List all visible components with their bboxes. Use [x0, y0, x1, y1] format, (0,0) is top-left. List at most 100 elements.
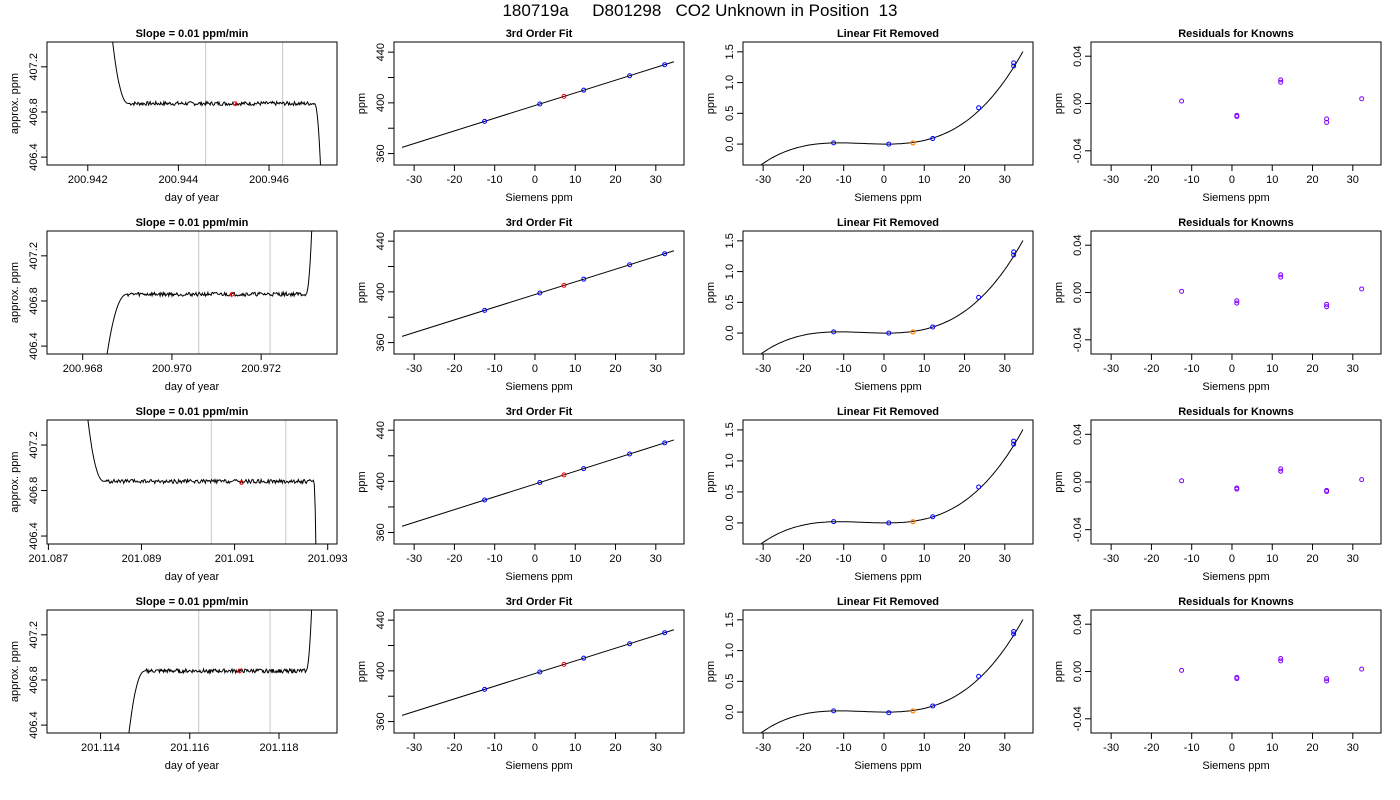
residual-point	[1278, 272, 1284, 278]
plot-frame	[393, 230, 685, 355]
known-point	[482, 307, 488, 313]
x-tick-label: -10	[1184, 174, 1200, 186]
y-axis-label: ppm	[705, 661, 717, 682]
x-axis-label: Siemens ppm	[505, 192, 572, 204]
x-tick-label: 20	[958, 742, 970, 754]
plot-area	[112, 42, 321, 165]
panel-title: Residuals for Knowns	[1178, 217, 1294, 229]
known-point	[482, 686, 488, 692]
residual-point	[1324, 304, 1330, 310]
panel-r4-c3: Linear Fit Removed Siemens ppm ppm -30 -20 -1…	[705, 596, 1034, 772]
known-point	[537, 290, 543, 296]
residual-point	[1179, 98, 1185, 104]
unknown-marker	[232, 101, 238, 106]
residual-point	[1179, 288, 1185, 294]
x-tick-label: -30	[1103, 553, 1119, 565]
fit-curve	[759, 429, 1024, 544]
y-tick-label: 406.8	[28, 98, 40, 126]
residual-point	[1359, 96, 1365, 102]
residual-point	[1278, 274, 1284, 280]
y-tick-label: 440	[375, 43, 387, 61]
unknown-point	[561, 472, 567, 478]
x-tick-label: 201.093	[308, 553, 348, 565]
known-point	[627, 451, 633, 457]
residual-point	[1324, 676, 1330, 682]
unknown-point	[910, 140, 916, 146]
x-tick-label: -20	[1143, 742, 1159, 754]
panel-title: Linear Fit Removed	[837, 596, 939, 608]
known-point	[1011, 252, 1017, 258]
plot-frame	[46, 609, 338, 734]
residual-point	[1324, 116, 1330, 122]
panel-r1-c1: Slope = 0.01 ppm/min day of year approx. p…	[9, 28, 338, 204]
y-tick-label: 407.2	[28, 53, 40, 81]
fit-curve	[759, 619, 1024, 733]
panel-r2-c1: Slope = 0.01 ppm/min day of year approx. p…	[9, 217, 338, 393]
x-tick-label: -10	[836, 174, 852, 186]
panel-title: Residuals for Knowns	[1178, 406, 1294, 418]
x-tick-label: -10	[487, 174, 503, 186]
plot-frame	[393, 419, 685, 545]
residual-point	[1324, 301, 1330, 307]
residual-point	[1278, 468, 1284, 474]
x-tick-label: -10	[836, 742, 852, 754]
known-point	[886, 330, 892, 336]
x-tick-label: 30	[650, 174, 662, 186]
y-tick-label: 0.04	[1072, 613, 1084, 634]
known-point	[976, 673, 982, 679]
residual-point	[1278, 77, 1284, 83]
y-axis-label: approx. ppm	[9, 73, 21, 134]
y-tick-label: 440	[375, 232, 387, 250]
y-tick-label: 406.4	[28, 332, 40, 360]
y-tick-label: 407.2	[28, 242, 40, 270]
y-tick-label: 360	[375, 712, 387, 730]
x-tick-label: 10	[918, 174, 930, 186]
known-point	[930, 703, 936, 709]
plot-frame	[46, 41, 338, 166]
x-axis-label: day of year	[165, 760, 220, 772]
fit-curve	[759, 51, 1024, 165]
y-tick-label: 406.8	[28, 287, 40, 315]
y-tick-label: -0.04	[1072, 327, 1084, 352]
fit-curve	[759, 240, 1024, 354]
plot-area	[1179, 466, 1365, 495]
residual-point	[1234, 674, 1240, 680]
panel-r3-c1: Slope = 0.01 ppm/min day of year approx. p…	[9, 406, 348, 583]
plot-frame	[742, 41, 1034, 166]
x-axis-label: Siemens ppm	[1202, 192, 1269, 204]
x-tick-label: 10	[569, 363, 581, 375]
x-axis-label: Siemens ppm	[854, 192, 921, 204]
panel-r4-c1: Slope = 0.01 ppm/min day of year approx. p…	[9, 596, 338, 772]
x-tick-label: 10	[569, 742, 581, 754]
known-point	[581, 87, 587, 93]
known-point	[831, 329, 837, 335]
y-tick-label: 0.5	[724, 106, 736, 121]
panel-r2-c2: 3rd Order Fit Siemens ppm ppm -30 -20 -10 0 10 2…	[356, 217, 685, 393]
x-tick-label: -20	[795, 553, 811, 565]
unknown-marker	[239, 480, 244, 485]
x-tick-label: 10	[918, 363, 930, 375]
plot-frame	[742, 230, 1034, 355]
known-point	[537, 101, 543, 107]
residual-point	[1179, 667, 1185, 673]
x-axis-label: Siemens ppm	[1202, 381, 1269, 393]
residual-point	[1359, 666, 1365, 672]
y-tick-label: 0.04	[1072, 234, 1084, 255]
x-tick-label: 30	[999, 363, 1011, 375]
known-point	[662, 62, 668, 68]
known-point	[831, 519, 837, 525]
x-tick-label: 201.114	[81, 742, 120, 754]
x-tick-label: -20	[795, 174, 811, 186]
x-tick-label: -30	[755, 742, 771, 754]
x-axis-label: day of year	[165, 381, 220, 393]
y-tick-label: 440	[375, 421, 387, 439]
known-point	[831, 140, 837, 146]
x-tick-label: 20	[958, 363, 970, 375]
x-tick-label: 0	[1229, 363, 1235, 375]
x-tick-label: -20	[795, 363, 811, 375]
x-tick-label: 10	[1266, 363, 1278, 375]
y-tick-label: 400	[375, 94, 387, 112]
x-tick-label: 20	[1306, 742, 1318, 754]
y-tick-label: 0.5	[724, 674, 736, 689]
